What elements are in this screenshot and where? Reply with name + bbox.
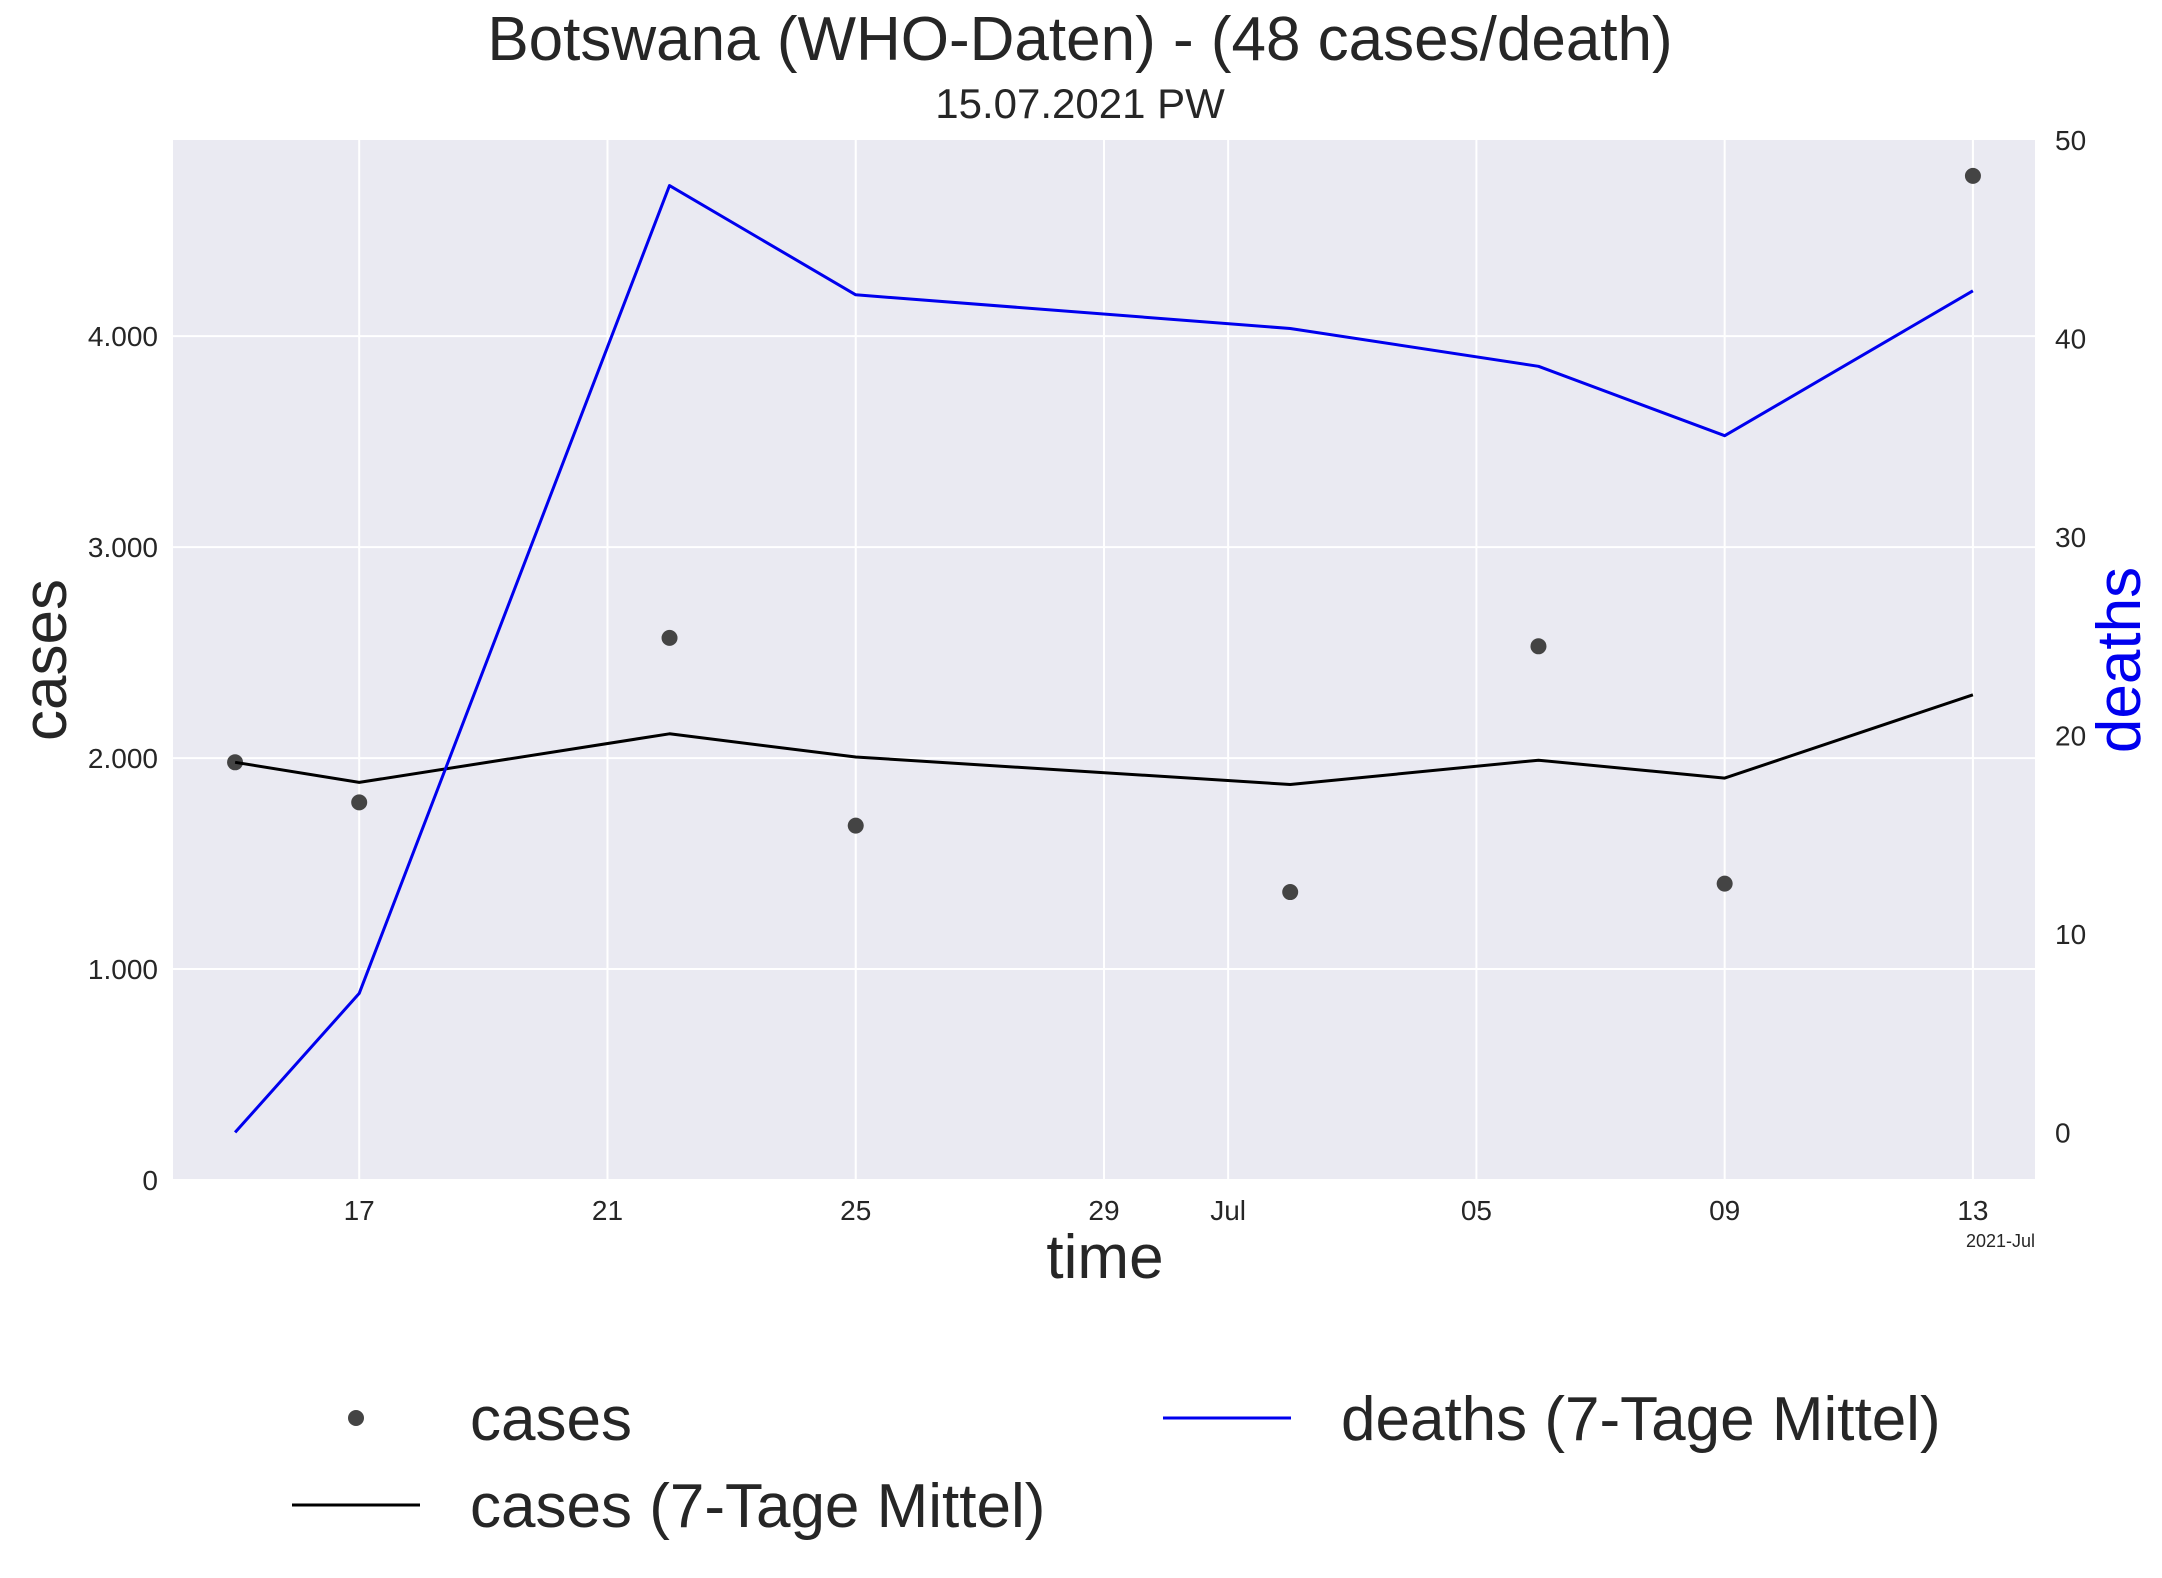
- y-tick-label: 4.000: [88, 321, 158, 352]
- point-cases: [227, 754, 244, 771]
- x-tick-label: 29: [1088, 1195, 1119, 1226]
- grid-lines: [173, 140, 2035, 1181]
- series-layer: [227, 167, 1981, 1134]
- point-cases: [1716, 875, 1733, 892]
- x-tick-label: 21: [592, 1195, 623, 1226]
- y-right-tick-label: 0: [2055, 1117, 2071, 1148]
- line-deaths-7-tage-mittel: [233, 184, 1974, 1134]
- legend: cases cases (7-Tage Mittel) deaths (7-Ta…: [292, 1385, 1941, 1541]
- y-axis-left-ticks: 0 1.000 2.000 3.000 4.000: [88, 321, 158, 1196]
- y-tick-label: 3.000: [88, 532, 158, 563]
- y-axis-right-label: deaths: [2085, 567, 2154, 753]
- line-cases-7-tage-mittel: [234, 693, 1974, 786]
- y-right-tick-label: 10: [2055, 919, 2086, 950]
- x-tick-label: 13: [1957, 1195, 1988, 1226]
- legend-cases-avg-label: cases (7-Tage Mittel): [470, 1472, 1045, 1541]
- x-tick-label: 25: [840, 1195, 871, 1226]
- point-cases: [351, 794, 368, 811]
- x-tick-label: 05: [1461, 1195, 1492, 1226]
- point-cases: [661, 629, 678, 646]
- chart-subtitle: 15.07.2021 PW: [935, 80, 1225, 127]
- y-right-tick-label: 20: [2055, 720, 2086, 751]
- y-right-tick-label: 50: [2055, 125, 2086, 156]
- x-axis-label: time: [1046, 1223, 1163, 1292]
- legend-cases-label: cases: [470, 1385, 632, 1454]
- y-tick-label: 2.000: [88, 743, 158, 774]
- point-cases: [847, 817, 864, 834]
- x-tick-label: 09: [1709, 1195, 1740, 1226]
- point-cases: [1964, 167, 1981, 184]
- date-offset-label: 2021-Jul: [1966, 1231, 2035, 1251]
- y-right-tick-label: 30: [2055, 522, 2086, 553]
- legend-cases-marker: [348, 1410, 364, 1426]
- legend-deaths-label: deaths (7-Tage Mittel): [1341, 1385, 1941, 1454]
- y-axis-right-ticks: 0 10 20 30 40 50: [2055, 125, 2086, 1148]
- chart-title: Botswana (WHO-Daten) - (48 cases/death): [487, 5, 1672, 74]
- x-tick-label: 17: [344, 1195, 375, 1226]
- point-cases: [1530, 638, 1547, 655]
- x-tick-label: Jul: [1210, 1195, 1246, 1226]
- point-cases: [1282, 884, 1299, 901]
- y-tick-label: 1.000: [88, 954, 158, 985]
- y-axis-left-label: cases: [11, 579, 80, 741]
- y-right-tick-label: 40: [2055, 323, 2086, 354]
- y-tick-label: 0: [142, 1165, 158, 1196]
- x-axis-ticks: 17 21 25 29 Jul 05 09 13: [344, 1195, 1989, 1226]
